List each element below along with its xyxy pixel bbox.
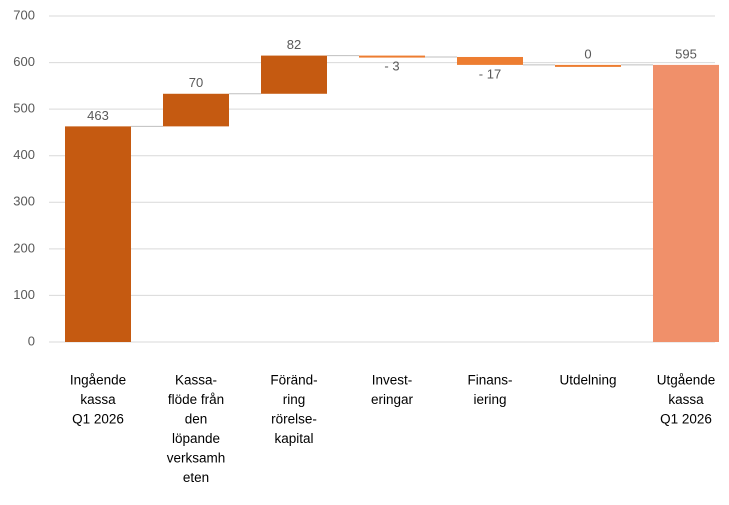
x-tick-label: ring [283,392,306,407]
value-label: - 3 [384,58,399,73]
value-label: 0 [584,46,591,61]
value-label: 463 [87,108,109,123]
x-tick-label: Invest- [372,373,413,388]
value-label: 595 [675,46,697,61]
y-tick-label: 100 [13,287,35,302]
x-tick-label: Utgående [657,373,716,388]
x-tick-label: löpande [172,431,220,446]
x-tick-label: kassa [668,392,704,407]
x-tick-label: rörelse- [271,412,317,427]
y-tick-label: 700 [13,7,35,22]
bar [261,55,327,94]
x-tick-label: Finans- [467,373,512,388]
bar [359,55,425,58]
x-tick-label: Q1 2026 [660,412,712,427]
value-label: 70 [189,75,203,90]
bar [457,56,523,65]
y-tick-label: 200 [13,240,35,255]
x-tick-label: Kassa- [175,373,217,388]
x-tick-label: Q1 2026 [72,412,124,427]
value-label: 82 [287,37,301,52]
x-tick-label: Ingående [70,373,126,388]
x-tick-label: kapital [274,431,313,446]
bar [163,93,229,127]
value-label: - 17 [479,66,501,81]
bar [65,126,131,342]
x-tick-label: verksamh [167,451,226,466]
bar [653,64,719,343]
y-tick-label: 500 [13,101,35,116]
x-tick-label: eten [183,470,209,485]
y-tick-label: 600 [13,54,35,69]
x-tick-label: Utdelning [559,373,616,388]
x-tick-label: Föränd- [270,373,317,388]
x-tick-label: flöde från [168,392,224,407]
x-tick-label: eringar [371,392,414,407]
bar [555,64,621,67]
x-tick-label: iering [473,392,506,407]
y-tick-label: 0 [28,333,35,348]
x-tick-label: den [185,412,208,427]
y-tick-label: 400 [13,147,35,162]
y-tick-label: 300 [13,194,35,209]
x-tick-label: kassa [80,392,116,407]
